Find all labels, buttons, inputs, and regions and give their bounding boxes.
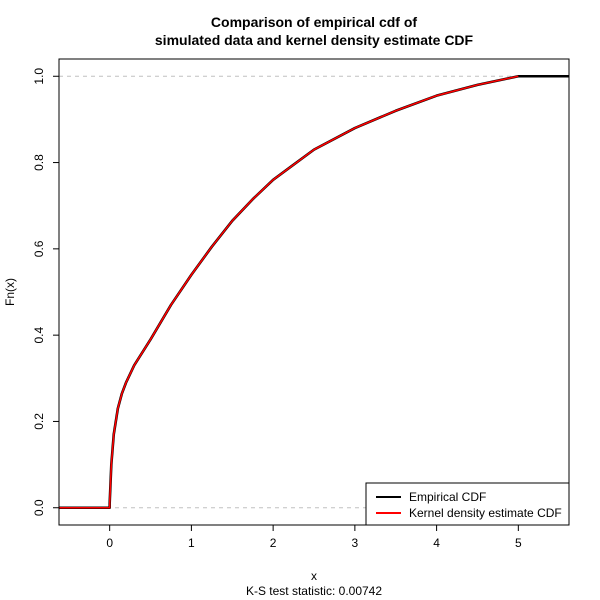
y-tick-label-2: 0.4: [32, 326, 46, 343]
plot-series: [59, 74, 569, 510]
legend-box: [365, 482, 570, 526]
x-tick-label-4: 4: [433, 536, 440, 550]
chart-title: Comparison of empirical cdf of: [211, 14, 417, 30]
legend: Empirical CDF Kernel density estimate CD…: [365, 482, 570, 526]
chart-subtitle: simulated data and kernel density estima…: [155, 32, 474, 48]
y-tick-label-1: 0.2: [32, 413, 46, 430]
plot-frame: [58, 58, 570, 526]
y-tick-label-3: 0.6: [32, 240, 46, 257]
x-tick-label-0: 0: [106, 536, 113, 550]
x-tick-label-3: 3: [352, 536, 359, 550]
legend-label-empirical-cdf: Empirical CDF: [409, 490, 486, 504]
x-tick-label-1: 1: [188, 536, 195, 550]
x-tick-label-2: 2: [270, 536, 277, 550]
reference-lines: [59, 75, 569, 509]
legend-label-kernel-density-cdf: Kernel density estimate CDF: [409, 506, 562, 520]
x-tick-label-5: 5: [515, 536, 522, 550]
y-axis-label: Fn(x): [3, 278, 17, 306]
y-tick-label-4: 0.8: [32, 154, 46, 171]
y-axis: 0.0 0.2 0.4 0.6 0.8 1.0: [32, 68, 59, 516]
y-tick-label-0: 0.0: [32, 499, 46, 516]
x-axis-label: x: [311, 569, 317, 583]
ks-statistic-caption: K-S test statistic: 0.00742: [246, 584, 382, 598]
series-line-0: [59, 74, 569, 510]
x-axis: 0 1 2 3 4 5: [106, 525, 522, 550]
series-line-1: [59, 75, 519, 509]
y-tick-label-5: 1.0: [32, 68, 46, 85]
